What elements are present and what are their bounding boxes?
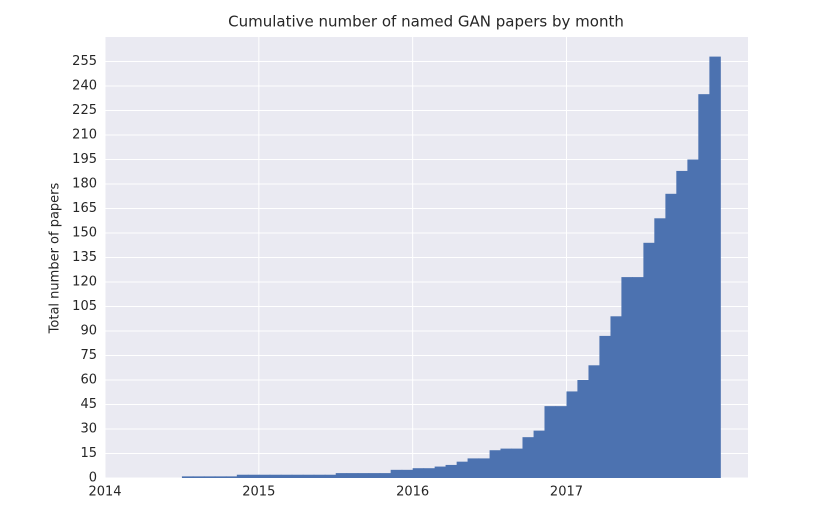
- y-tick-label: 180: [72, 177, 97, 192]
- bar: [456, 461, 469, 478]
- y-tick-label: 60: [80, 373, 97, 388]
- bar: [324, 474, 337, 478]
- y-tick-label: 90: [80, 324, 97, 339]
- bar: [500, 448, 513, 478]
- bar: [291, 474, 304, 478]
- bar: [555, 406, 567, 478]
- bar: [247, 474, 260, 478]
- y-tick-label: 195: [72, 152, 97, 167]
- x-tick-label: 2015: [242, 485, 275, 500]
- chart-title: Cumulative number of named GAN papers by…: [228, 13, 624, 31]
- bar: [687, 159, 699, 478]
- x-tick-label: 2016: [396, 485, 429, 500]
- bar: [214, 476, 227, 478]
- bar: [621, 277, 633, 478]
- bar: [665, 193, 677, 479]
- bar: [654, 218, 666, 479]
- bar: [698, 94, 710, 479]
- y-tick-label: 0: [89, 471, 97, 486]
- y-tick-label: 135: [72, 250, 97, 265]
- bar: [522, 437, 535, 478]
- bar: [357, 473, 370, 478]
- y-tick-label: 150: [72, 226, 97, 241]
- bar: [401, 469, 414, 478]
- bar: [566, 391, 578, 478]
- y-tick-label: 240: [72, 79, 97, 94]
- bar: [269, 474, 282, 478]
- bar: [610, 316, 622, 478]
- bar: [467, 458, 480, 478]
- bar: [280, 474, 293, 478]
- bar: [236, 474, 249, 478]
- bar: [434, 466, 447, 478]
- bar: [643, 242, 655, 478]
- bar: [445, 464, 458, 478]
- bar: [632, 277, 644, 478]
- bar: [577, 380, 589, 478]
- y-tick-label: 75: [80, 348, 97, 363]
- bar: [599, 335, 611, 478]
- bar: [302, 474, 315, 478]
- y-tick-label: 225: [72, 103, 97, 118]
- bar: [258, 474, 271, 478]
- bar: [544, 406, 557, 478]
- bar: [533, 430, 545, 478]
- bar: [412, 468, 425, 478]
- bar: [225, 476, 238, 478]
- bar: [709, 56, 721, 478]
- x-tick-label: 2017: [550, 485, 583, 500]
- y-tick-label: 45: [80, 397, 97, 412]
- bar: [335, 473, 348, 478]
- y-tick-label: 165: [72, 201, 97, 216]
- bar: [313, 474, 326, 478]
- bar: [192, 476, 205, 478]
- x-tick-label: 2014: [88, 485, 121, 500]
- bar: [489, 450, 501, 478]
- bar: [368, 473, 381, 478]
- y-tick-label: 120: [72, 275, 97, 290]
- bar: [676, 170, 688, 478]
- y-tick-label: 210: [72, 128, 97, 143]
- y-tick-label: 105: [72, 299, 97, 314]
- bar: [423, 468, 436, 478]
- bar: [511, 448, 523, 478]
- bar: [346, 473, 359, 478]
- y-tick-label: 255: [72, 54, 97, 69]
- bar: [379, 473, 392, 478]
- y-tick-label: 15: [80, 446, 97, 461]
- bar: [203, 476, 216, 478]
- bar: [181, 476, 194, 478]
- y-tick-label: 30: [80, 422, 97, 437]
- bar: [588, 365, 600, 478]
- y-axis-label: Total number of papers: [48, 182, 63, 334]
- bar: [390, 469, 403, 478]
- bar: [478, 458, 491, 478]
